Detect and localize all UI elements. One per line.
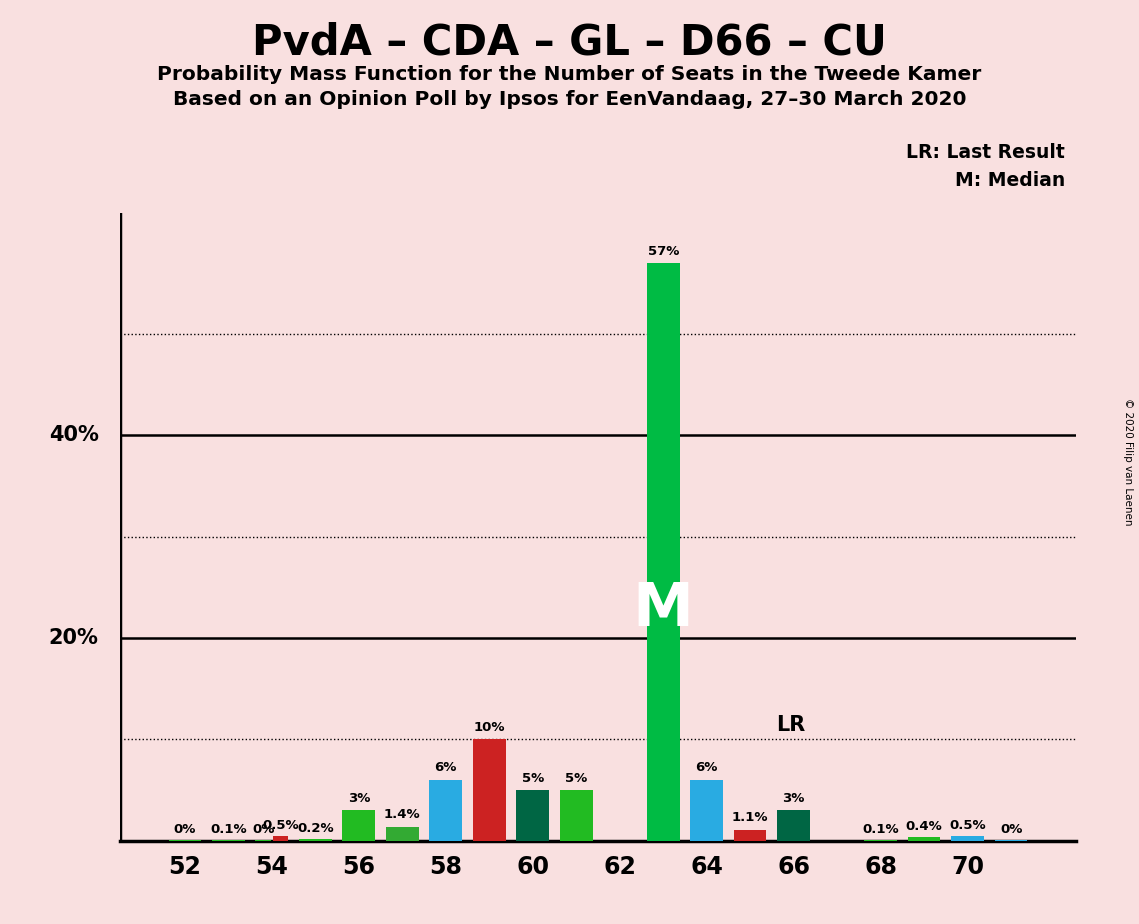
Text: Probability Mass Function for the Number of Seats in the Tweede Kamer: Probability Mass Function for the Number… <box>157 65 982 84</box>
Text: 0.5%: 0.5% <box>949 820 986 833</box>
Text: M: M <box>633 580 694 639</box>
Text: 0.1%: 0.1% <box>862 823 899 836</box>
Text: 1.4%: 1.4% <box>384 808 420 821</box>
Text: 0.1%: 0.1% <box>210 823 247 836</box>
Text: 10%: 10% <box>474 721 505 734</box>
Bar <box>386 827 418 841</box>
Text: Based on an Opinion Poll by Ipsos for EenVandaag, 27–30 March 2020: Based on an Opinion Poll by Ipsos for Ee… <box>173 90 966 109</box>
Bar <box>865 840 896 841</box>
Text: 6%: 6% <box>696 761 718 774</box>
Text: 6%: 6% <box>435 761 457 774</box>
Text: LR: Last Result: LR: Last Result <box>907 143 1065 163</box>
Text: 0%: 0% <box>173 823 196 836</box>
Text: 0.4%: 0.4% <box>906 821 942 833</box>
Bar <box>560 790 592 841</box>
Text: 57%: 57% <box>647 245 679 258</box>
Text: 5%: 5% <box>522 772 543 784</box>
Bar <box>429 780 462 841</box>
Text: 40%: 40% <box>49 425 99 445</box>
Text: 0.2%: 0.2% <box>297 822 334 835</box>
Text: 1.1%: 1.1% <box>732 811 769 824</box>
Bar <box>473 739 506 841</box>
Bar <box>255 840 271 841</box>
Bar <box>272 836 288 841</box>
Bar <box>951 836 984 841</box>
Text: 0.5%: 0.5% <box>262 820 298 833</box>
Text: © 2020 Filip van Laenen: © 2020 Filip van Laenen <box>1123 398 1132 526</box>
Text: 20%: 20% <box>49 628 99 648</box>
Bar <box>777 810 810 841</box>
Bar <box>994 840 1027 841</box>
Text: PvdA – CDA – GL – D66 – CU: PvdA – CDA – GL – D66 – CU <box>252 21 887 63</box>
Bar <box>647 263 680 841</box>
Text: 5%: 5% <box>565 772 588 784</box>
Bar <box>298 839 331 841</box>
Bar <box>734 830 767 841</box>
Bar <box>169 840 202 841</box>
Text: 0%: 0% <box>1000 823 1023 836</box>
Text: M: Median: M: Median <box>954 171 1065 190</box>
Text: LR: LR <box>777 715 805 736</box>
Bar <box>212 840 245 841</box>
Bar <box>516 790 549 841</box>
Bar <box>343 810 375 841</box>
Bar <box>908 837 941 841</box>
Text: 0%: 0% <box>252 823 274 836</box>
Text: 3%: 3% <box>347 792 370 805</box>
Bar <box>690 780 723 841</box>
Text: 3%: 3% <box>782 792 805 805</box>
